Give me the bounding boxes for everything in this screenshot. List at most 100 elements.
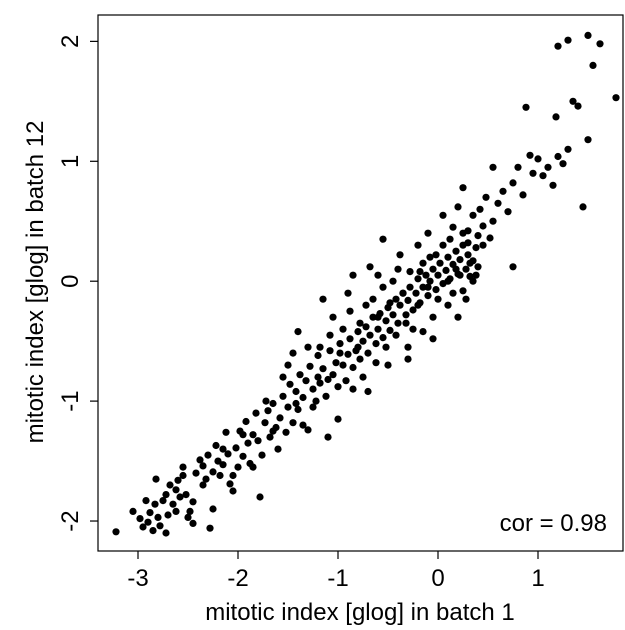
- data-point: [342, 377, 350, 385]
- data-point: [349, 363, 357, 372]
- data-point: [464, 239, 472, 247]
- data-point: [444, 277, 452, 285]
- data-point: [444, 253, 452, 261]
- data-point: [162, 529, 170, 537]
- data-point: [219, 445, 227, 453]
- data-point: [544, 163, 552, 171]
- data-point: [456, 256, 464, 264]
- data-point: [402, 319, 410, 327]
- data-point: [459, 184, 467, 192]
- data-point: [354, 328, 362, 336]
- data-point: [319, 295, 327, 303]
- data-point: [274, 445, 282, 453]
- data-point: [366, 263, 374, 271]
- data-point: [326, 331, 334, 339]
- data-point: [442, 266, 450, 274]
- data-point: [394, 265, 402, 273]
- x-axis-ticks: -3 -2 -1 0 1: [127, 551, 545, 592]
- data-point: [392, 295, 400, 303]
- data-point: [314, 351, 322, 360]
- data-point: [564, 36, 572, 44]
- data-point: [189, 498, 197, 506]
- data-point: [372, 359, 380, 367]
- data-point: [151, 500, 159, 508]
- data-point: [299, 393, 307, 402]
- data-point: [276, 414, 284, 422]
- data-point: [269, 399, 277, 408]
- data-point: [564, 145, 572, 153]
- data-point: [389, 311, 397, 319]
- data-point: [356, 355, 364, 363]
- data-point: [429, 335, 437, 343]
- y-axis-ticks: -2 -1 0 1 2: [57, 35, 98, 532]
- data-point: [399, 289, 407, 297]
- data-point: [159, 497, 167, 505]
- data-point: [414, 301, 422, 309]
- data-point: [419, 259, 427, 267]
- data-point: [266, 433, 274, 441]
- data-point: [539, 172, 547, 180]
- data-point: [346, 307, 354, 315]
- data-point: [589, 61, 597, 69]
- data-point: [279, 373, 287, 381]
- data-point: [489, 163, 497, 171]
- data-point: [514, 163, 522, 171]
- data-point: [379, 235, 387, 243]
- data-point: [414, 275, 422, 283]
- data-point: [486, 234, 494, 242]
- data-point: [359, 337, 367, 345]
- data-point: [612, 94, 620, 102]
- data-point: [364, 387, 372, 396]
- data-point: [406, 283, 414, 291]
- data-point: [239, 452, 247, 460]
- data-point: [464, 251, 472, 259]
- data-point: [374, 325, 382, 333]
- data-point: [479, 241, 487, 249]
- data-point: [429, 265, 437, 273]
- data-point: [494, 199, 502, 207]
- data-point: [129, 507, 137, 515]
- data-point: [146, 508, 154, 517]
- plot-frame: [97, 14, 624, 552]
- data-point: [282, 428, 290, 436]
- data-point: [142, 497, 150, 505]
- data-point: [284, 361, 292, 369]
- data-point: [534, 155, 542, 163]
- data-point: [522, 103, 530, 111]
- data-point: [169, 500, 177, 508]
- data-point: [224, 450, 232, 458]
- data-point: [192, 469, 200, 477]
- data-point: [339, 361, 347, 369]
- data-point: [396, 301, 404, 309]
- y-tick-label: -1: [57, 390, 84, 411]
- data-point: [474, 232, 482, 240]
- data-point: [519, 191, 527, 199]
- data-point: [299, 421, 307, 429]
- data-point: [249, 463, 257, 471]
- data-point: [229, 471, 237, 480]
- data-point: [226, 480, 234, 488]
- data-point: [476, 205, 484, 213]
- data-point: [382, 317, 390, 325]
- data-point: [258, 451, 266, 459]
- data-point: [454, 313, 462, 321]
- x-tick-label: -3: [127, 565, 148, 592]
- data-point: [209, 468, 217, 476]
- data-point: [584, 31, 592, 39]
- data-point: [172, 486, 180, 494]
- data-point: [386, 326, 394, 334]
- data-point: [409, 325, 417, 333]
- data-point: [416, 268, 424, 276]
- data-point: [204, 451, 212, 459]
- data-point: [294, 328, 302, 336]
- data-point: [309, 385, 317, 393]
- data-point: [406, 268, 414, 276]
- data-point: [419, 283, 427, 291]
- data-point: [154, 513, 162, 522]
- data-point: [379, 334, 387, 342]
- data-point: [394, 319, 402, 327]
- data-point: [202, 475, 210, 483]
- data-point: [374, 313, 382, 321]
- data-point: [499, 187, 507, 195]
